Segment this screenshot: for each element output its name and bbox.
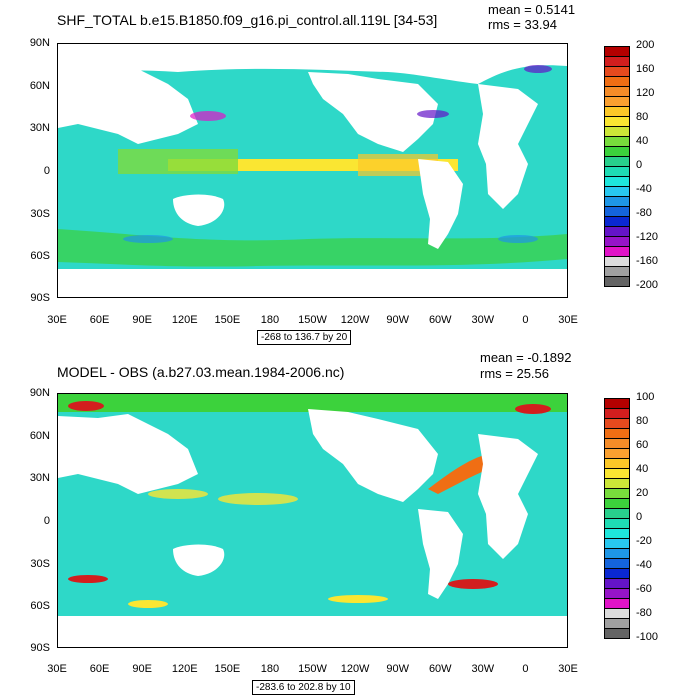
panel1-lon-tick: 60W: [428, 314, 452, 326]
panel2-lon-tick: 120W: [340, 663, 370, 675]
panel1-rms: rms = 33.94: [488, 17, 558, 32]
panel1-lon-tick: 30E: [558, 314, 578, 326]
panel1-lon-tick: 90E: [132, 314, 152, 326]
panel2-lon-tick: 60W: [428, 663, 452, 675]
panel1-range-note: -268 to 136.7 by 20: [257, 330, 352, 345]
panel1-map: [57, 43, 568, 298]
panel2-lat-0: 0: [43, 515, 50, 527]
panel2-lat-30s: 30S: [30, 558, 50, 570]
panel2-lon-tick: 180: [260, 663, 280, 675]
panel1-lat-90s: 90S: [30, 292, 50, 304]
panel1-lon-tick: 120W: [340, 314, 370, 326]
panel2-lat-90n: 90N: [29, 387, 50, 399]
panel1-lat-60s: 60S: [30, 250, 50, 262]
colorbar-label: -160: [636, 255, 659, 267]
panel2-lon-tick: 120E: [171, 663, 198, 675]
panel1-map-field: [58, 44, 567, 297]
panel2-lon-tick: 150E: [214, 663, 241, 675]
panel1-colorbar: 200 160 120 80 40 0 -40 -80 -120 -160 -200: [604, 39, 684, 291]
panel2-lon-tick: 30W: [471, 663, 495, 675]
panel1-title: SHF_TOTAL b.e15.B1850.f09_g16.pi_control…: [57, 12, 438, 28]
panel2-range-note: -283.6 to 202.8 by 10: [252, 680, 355, 695]
panel1-mean: mean = 0.5141: [488, 2, 576, 17]
panel2-lon-tick: 60E: [89, 663, 110, 675]
panel2-lon-tick: 30E: [47, 663, 67, 675]
colorbar-label: 60: [636, 439, 649, 451]
panel2-lon-tick: 0: [522, 663, 529, 675]
colorbar-label: 80: [636, 415, 649, 427]
panel1-lon-tick: 30E: [47, 314, 67, 326]
colorbar-label: -40: [636, 559, 652, 571]
panel1-lon-tick: 0: [522, 314, 529, 326]
panel1-lat-30s: 30S: [30, 208, 50, 220]
panel1-lon-tick: 150W: [298, 314, 327, 326]
colorbar-swatch: [604, 276, 630, 287]
panel2-colorbar: 100 80 60 40 20 0 -20 -40 -60 -80 -100: [604, 391, 684, 643]
colorbar-label: 0: [636, 159, 643, 171]
panel2-title: MODEL - OBS (a.b27.03.mean.1984-2006.nc): [57, 364, 345, 380]
panel1-lon-tick: 60E: [89, 314, 110, 326]
panel1-lat-60n: 60N: [29, 80, 50, 92]
panel1-lon-tick: 120E: [171, 314, 198, 326]
colorbar-label: -120: [636, 231, 659, 243]
colorbar-label: 20: [636, 487, 649, 499]
colorbar-label: 80: [636, 111, 649, 123]
colorbar-label: -80: [636, 607, 652, 619]
panel1-lon-tick: 180: [260, 314, 280, 326]
colorbar-label: 100: [636, 391, 655, 403]
colorbar-label: 160: [636, 63, 655, 75]
panel2-mean: mean = -0.1892: [480, 350, 572, 365]
panel2-lon-tick: 90E: [132, 663, 152, 675]
panel1-lon-tick: 90W: [386, 314, 409, 326]
panel2-lat-90s: 90S: [30, 642, 50, 654]
colorbar-label: -60: [636, 583, 652, 595]
colorbar-label: 200: [636, 39, 655, 51]
panel2-lat-60s: 60S: [30, 600, 50, 612]
colorbar-label: -20: [636, 535, 652, 547]
panel2-lon-tick: 30E: [558, 663, 578, 675]
colorbar-label: 0: [636, 511, 643, 523]
panel2-rms: rms = 25.56: [480, 366, 550, 381]
panel2-map-field: [58, 394, 567, 647]
panel1-lat-90n: 90N: [29, 37, 50, 49]
panel2-map: [57, 393, 568, 648]
colorbar-label: -100: [636, 631, 659, 643]
panel1-lon-tick: 30W: [471, 314, 495, 326]
colorbar-label: 120: [636, 87, 655, 99]
panel2-lat-30n: 30N: [29, 472, 50, 484]
colorbar-label: -40: [636, 183, 652, 195]
panel2-lon-tick: 90W: [386, 663, 409, 675]
panel1-lat-0: 0: [43, 165, 50, 177]
colorbar-label: 40: [636, 463, 649, 475]
colorbar-swatch: [604, 628, 630, 639]
panel1-lat-30n: 30N: [29, 122, 50, 134]
panel2-lat-60n: 60N: [29, 430, 50, 442]
colorbar-label: -80: [636, 207, 652, 219]
panel1-lon-tick: 150E: [214, 314, 241, 326]
colorbar-label: 40: [636, 135, 649, 147]
panel2-lon-tick: 150W: [298, 663, 327, 675]
colorbar-label: -200: [636, 279, 659, 291]
